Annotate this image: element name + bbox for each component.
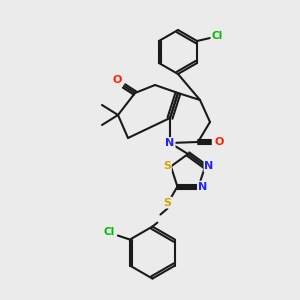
Text: O: O	[112, 75, 122, 85]
Text: S: S	[164, 198, 171, 208]
Text: Cl: Cl	[103, 226, 115, 237]
Text: N: N	[205, 161, 214, 171]
Text: S: S	[163, 161, 171, 171]
Text: O: O	[214, 137, 224, 147]
Text: N: N	[165, 138, 175, 148]
Text: Cl: Cl	[212, 31, 223, 41]
Text: N: N	[198, 182, 207, 192]
